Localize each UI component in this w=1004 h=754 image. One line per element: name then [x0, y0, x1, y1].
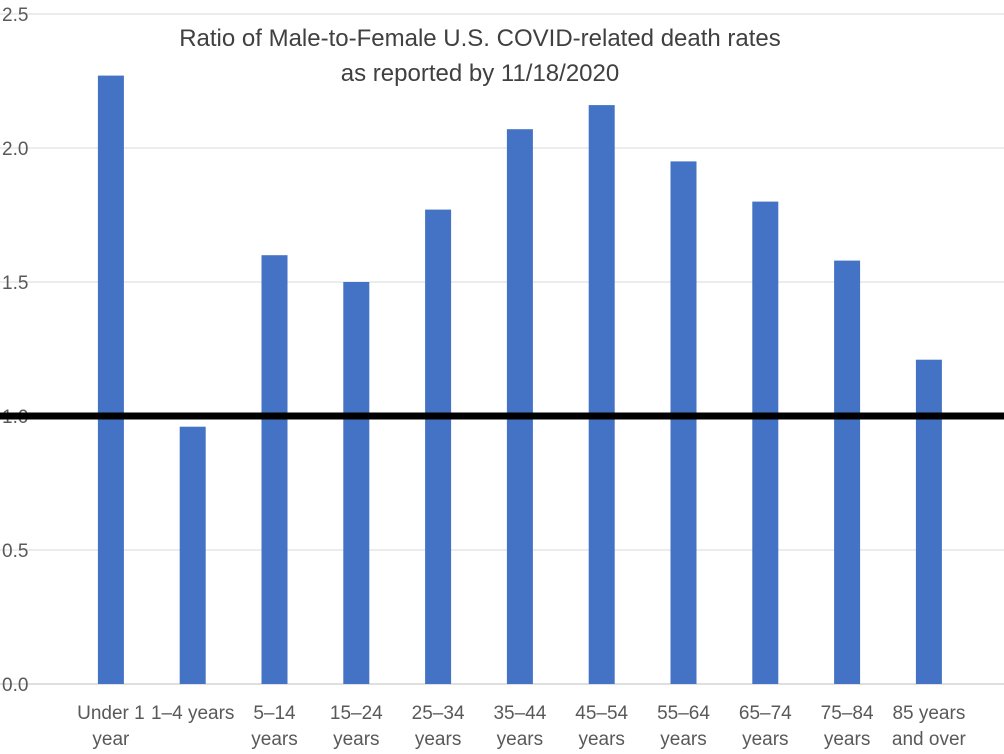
bar — [752, 201, 779, 684]
x-tick-label: 25–34 years — [412, 703, 465, 750]
y-tick-label: 2.5 — [2, 5, 28, 26]
bar — [343, 282, 370, 684]
chart-subtitle: as reported by 11/18/2020 — [340, 60, 620, 87]
bar — [425, 209, 452, 684]
chart-title: Ratio of Male-to-Female U.S. COVID-relat… — [179, 25, 781, 52]
x-tick-label: 85 years and over — [892, 703, 967, 750]
bar — [588, 105, 615, 685]
x-tick-label: 1–4 years — [151, 703, 234, 724]
y-tick-label: 2.0 — [2, 139, 28, 160]
x-tick-label: 75–84 years — [821, 703, 874, 750]
bar — [179, 426, 206, 684]
x-axis-labels: Under 1 year 1–4 years 5–14 years 15–24 years 2… — [77, 703, 966, 750]
x-tick-label: Under 1 year — [77, 703, 145, 750]
y-tick-label: 0.5 — [2, 541, 28, 562]
bar — [670, 161, 697, 684]
y-tick-label: 0.0 — [2, 675, 28, 696]
x-tick-label: 35–44 years — [493, 703, 546, 750]
bar — [506, 129, 533, 684]
y-axis-labels: 0.00.51.01.52.02.5 — [2, 5, 28, 696]
x-tick-label: 65–74 years — [739, 703, 792, 750]
bar — [97, 75, 124, 685]
x-tick-label: 15–24 years — [330, 703, 383, 750]
bar — [261, 255, 288, 684]
y-tick-label: 1.5 — [2, 273, 28, 294]
x-tick-label: 5–14 years — [251, 703, 297, 750]
x-tick-label: 55–64 years — [657, 703, 710, 750]
bars — [97, 75, 942, 685]
bar — [915, 359, 942, 684]
x-tick-label: 45–54 years — [575, 703, 628, 750]
bar — [834, 260, 861, 684]
